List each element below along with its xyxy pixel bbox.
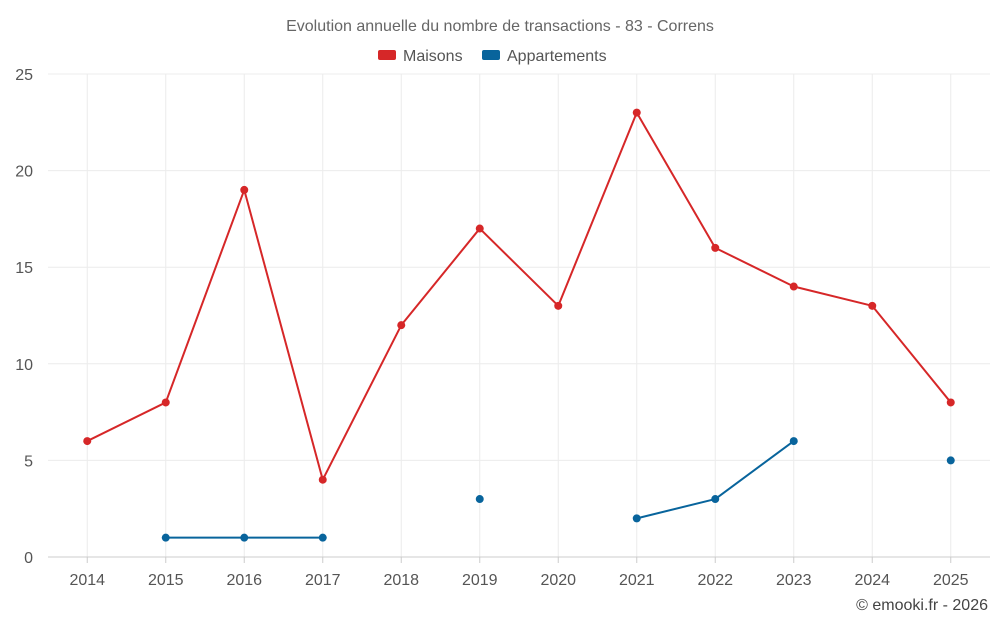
x-tick-label: 2025: [933, 572, 969, 589]
x-tick-label: 2019: [462, 572, 498, 589]
legend-swatch-appartements: [482, 50, 500, 60]
x-tick-label: 2020: [540, 572, 576, 589]
series: [83, 108, 955, 542]
chart-title: Evolution annuelle du nombre de transact…: [286, 18, 714, 35]
data-point-appartements-2015[interactable]: [161, 533, 170, 542]
data-point-maisons-2022[interactable]: [711, 243, 720, 252]
legend-label-appartements: Appartements: [507, 48, 607, 65]
y-tick-label: 25: [15, 67, 33, 84]
data-point-appartements-2017[interactable]: [318, 533, 327, 542]
data-point-maisons-2025[interactable]: [946, 398, 955, 407]
x-tick-label: 2022: [697, 572, 733, 589]
series-line-maisons: [86, 111, 952, 481]
x-tick-label: 2014: [69, 572, 105, 589]
legend-item-appartements[interactable]: Appartements: [482, 48, 607, 65]
y-tick-label: 15: [15, 260, 33, 277]
grid: [48, 73, 990, 558]
x-tick-label: 2023: [776, 572, 812, 589]
data-point-maisons-2020[interactable]: [554, 301, 563, 310]
data-point-maisons-2015[interactable]: [161, 398, 170, 407]
data-point-maisons-2016[interactable]: [240, 185, 249, 194]
data-point-maisons-2023[interactable]: [789, 282, 798, 291]
data-point-appartements-2021[interactable]: [632, 514, 641, 523]
y-tick-label: 0: [24, 550, 33, 567]
y-tick-label: 5: [24, 453, 33, 470]
x-tick-label: 2017: [305, 572, 341, 589]
x-tick-label: 2016: [226, 572, 262, 589]
data-point-maisons-2014[interactable]: [83, 437, 92, 446]
legend: Maisons Appartements: [378, 48, 607, 65]
x-tick-label: 2018: [383, 572, 419, 589]
data-point-appartements-2022[interactable]: [711, 495, 720, 504]
data-point-appartements-2025[interactable]: [946, 456, 955, 465]
data-point-maisons-2021[interactable]: [632, 108, 641, 117]
data-point-appartements-2016[interactable]: [240, 533, 249, 542]
x-tick-label: 2021: [619, 572, 655, 589]
data-point-appartements-2023[interactable]: [789, 437, 798, 446]
series-appartements: [161, 437, 955, 542]
legend-label-maisons: Maisons: [403, 48, 463, 65]
series-maisons: [83, 108, 955, 484]
legend-swatch-maisons: [378, 50, 396, 60]
x-tick-label: 2024: [854, 572, 890, 589]
data-point-maisons-2017[interactable]: [318, 475, 327, 484]
y-tick-label: 10: [15, 357, 33, 374]
legend-item-maisons[interactable]: Maisons: [378, 48, 463, 65]
x-tick-label: 2015: [148, 572, 184, 589]
data-point-appartements-2019[interactable]: [475, 495, 484, 504]
data-point-maisons-2019[interactable]: [475, 224, 484, 233]
data-point-maisons-2018[interactable]: [397, 321, 406, 330]
credit-text: © emooki.fr - 2026: [856, 597, 988, 614]
data-point-maisons-2024[interactable]: [868, 301, 877, 310]
y-tick-label: 20: [15, 164, 33, 181]
